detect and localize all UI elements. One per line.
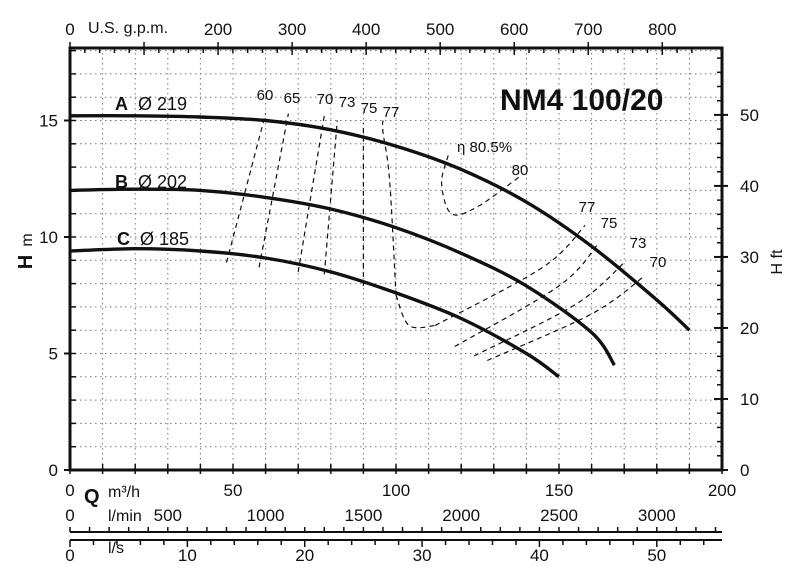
curve-a [69,114,691,332]
x-tick-label-ls: 40 [530,546,549,565]
x-tick-label-lmin: 1500 [344,506,382,525]
y-axis-title-right: H ft [769,249,786,274]
x-tick-label-ls: 30 [413,546,432,565]
x-tick-label-m3h: 100 [382,481,410,500]
y-tick-label-ft: 0 [740,461,749,480]
efficiency-line-65 [258,113,289,268]
efficiency-label: 70 [650,254,667,271]
x-tick-label-m3h: 50 [224,481,243,500]
efficiency-label: 80 [512,162,529,179]
y-tick-label-ft: 10 [740,390,759,409]
x-tick-label-lmin: 500 [154,506,182,525]
curve-letter-b: B [115,172,128,192]
x-unit-lmin: l/min [108,508,142,525]
y-tick-label-ft: 30 [740,248,759,267]
head-curves: A Ø 219 B Ø 202 C Ø 185 [69,94,691,379]
labels: NM4 100/20 H m H ft Q m³/h l/min l/s U.S… [15,20,786,557]
curve-letter-c: C [117,229,130,249]
x-tick-label-gpm: 200 [204,20,232,39]
efficiency-line-right-75 [454,243,599,348]
y-axis-unit-left: m [19,233,36,246]
x-tick-label-lmin: 3000 [638,506,676,525]
efficiency-line-73 [323,120,338,275]
x-axis-title: Q [84,486,100,508]
efficiency-label: 60 [257,87,274,104]
y-tick-label-m: 0 [49,461,58,480]
x-tick-label-ls: 0 [65,546,74,565]
efficiency-line-77 [381,120,397,296]
curve-c [69,246,561,379]
x-tick-label-gpm: 0 [65,20,74,39]
efficiency-line-right-70 [487,276,645,362]
x-unit-gpm: U.S. g.p.m. [88,20,168,37]
x-tick-label-m3h: 150 [545,481,573,500]
efficiency-label: 75 [361,100,378,117]
efficiency-line-70 [297,115,325,272]
grid [70,48,722,470]
y-tick-label-m: 5 [49,345,58,364]
x-tick-label-lmin: 0 [65,506,74,525]
efficiency-label: 77 [579,199,596,216]
efficiency-loop-80 [440,155,521,216]
efficiency-line-60 [225,113,267,263]
efficiency-label: 75 [601,215,618,232]
efficiency-label: η 80.5% [457,139,512,156]
chart-title: NM4 100/20 [500,84,663,117]
x-tick-label-m3h: 200 [708,481,736,500]
x-tick-label-lmin: 2500 [540,506,578,525]
x-tick-label-gpm: 700 [574,20,602,39]
x-unit-m3h: m³/h [108,484,140,501]
efficiency-label: 73 [630,235,647,252]
x-tick-label-gpm: 800 [648,20,676,39]
efficiency-line-right-77 [434,224,586,327]
curve-b [69,187,616,367]
curve-letter-a: A [115,94,128,114]
x-tick-label-gpm: 500 [426,20,454,39]
efficiency-line-right-73 [473,262,625,357]
x-tick-label-ls: 20 [295,546,314,565]
y-tick-label-ft: 40 [740,177,759,196]
x-unit-ls: l/s [108,540,124,557]
x-tick-label-m3h: 0 [65,481,74,500]
x-tick-label-lmin: 2000 [442,506,480,525]
curve-diameter-b: Ø 202 [138,172,187,192]
y-tick-label-ft: 20 [740,319,759,338]
efficiency-label: 65 [284,90,301,107]
curve-diameter-c: Ø 185 [140,229,189,249]
x-tick-label-gpm: 600 [500,20,528,39]
x-tick-label-ls: 50 [647,546,666,565]
x-tick-label-ls: 10 [178,546,197,565]
y-tick-label-m: 15 [39,112,58,131]
x-tick-label-gpm: 300 [278,20,306,39]
efficiency-label: 73 [339,94,356,111]
x-tick-label-lmin: 1000 [247,506,285,525]
efficiency-label: 77 [383,104,400,121]
y-axis-title-left: H [15,255,37,269]
curve-diameter-a: Ø 219 [138,94,187,114]
y-tick-label-ft: 50 [740,106,759,125]
y-tick-label-m: 10 [39,228,58,247]
x-tick-label-gpm: 400 [352,20,380,39]
efficiency-label: 70 [317,91,334,108]
